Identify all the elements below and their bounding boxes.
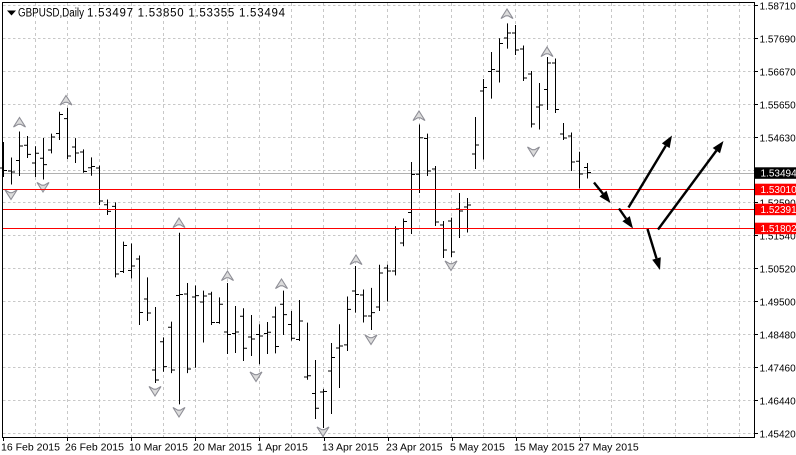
svg-text:1.53494: 1.53494 (761, 169, 796, 180)
svg-text:1.58710: 1.58710 (760, 1, 796, 12)
svg-text:1.54630: 1.54630 (760, 133, 796, 144)
svg-text:1.53497 1.53850 1.53355 1.5349: 1.53497 1.53850 1.53355 1.53494 (87, 8, 286, 20)
svg-text:20 Mar 2015: 20 Mar 2015 (193, 442, 252, 454)
svg-text:1.47460: 1.47460 (760, 363, 796, 374)
svg-text:23 Apr 2015: 23 Apr 2015 (386, 442, 443, 454)
svg-text:1.48480: 1.48480 (760, 330, 796, 341)
svg-text:1.57690: 1.57690 (760, 34, 796, 45)
svg-text:1.51540: 1.51540 (760, 231, 796, 242)
svg-text:13 Apr 2015: 13 Apr 2015 (322, 442, 379, 454)
svg-text:1.56670: 1.56670 (760, 67, 796, 78)
svg-text:10 Mar 2015: 10 Mar 2015 (129, 442, 188, 454)
svg-text:16 Feb 2015: 16 Feb 2015 (1, 442, 60, 454)
svg-text:5 May 2015: 5 May 2015 (450, 442, 505, 454)
svg-text:1.51802: 1.51802 (761, 224, 796, 235)
svg-text:1.46440: 1.46440 (760, 396, 796, 407)
svg-text:1.49500: 1.49500 (760, 297, 796, 308)
svg-text:1.53010: 1.53010 (761, 185, 796, 196)
svg-text:1.50520: 1.50520 (760, 264, 796, 275)
svg-text:27 May 2015: 27 May 2015 (578, 442, 639, 454)
svg-text:15 May 2015: 15 May 2015 (514, 442, 575, 454)
svg-text:1.52391: 1.52391 (761, 205, 796, 216)
svg-text:1.45420: 1.45420 (760, 429, 796, 440)
svg-text:GBPUSD,Daily: GBPUSD,Daily (18, 8, 84, 20)
svg-text:26 Feb 2015: 26 Feb 2015 (65, 442, 124, 454)
svg-text:1 Apr 2015: 1 Apr 2015 (257, 442, 308, 454)
svg-text:1.55650: 1.55650 (760, 100, 796, 111)
